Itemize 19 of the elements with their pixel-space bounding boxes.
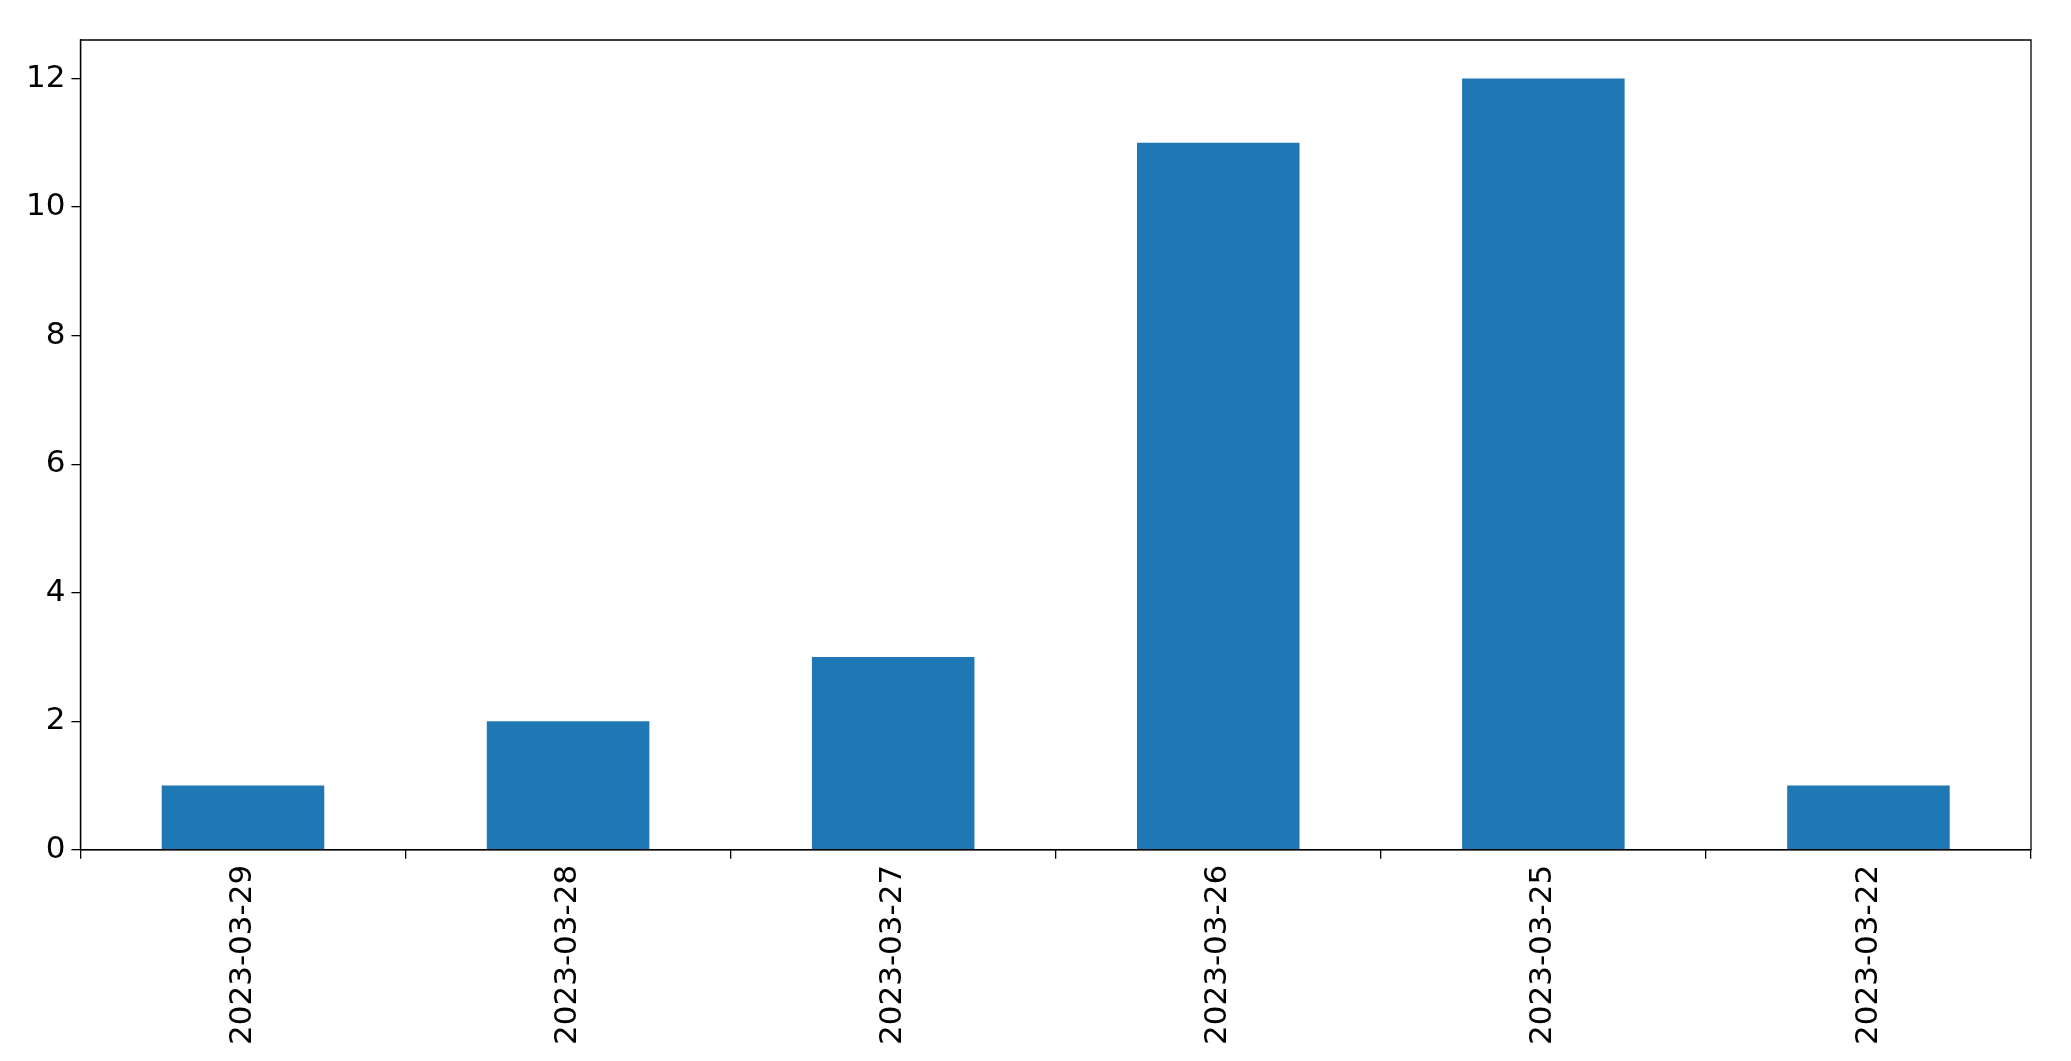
y-tick-label: 6	[45, 443, 66, 480]
bar	[161, 785, 325, 850]
bar	[486, 721, 650, 850]
bar	[1137, 142, 1300, 850]
y-tick-label: 8	[45, 314, 66, 351]
x-tick-label: 2023-03-27	[872, 864, 909, 1046]
y-tick-label: 10	[25, 186, 66, 223]
x-tick-label: 2023-03-26	[1197, 864, 1234, 1046]
bar	[811, 657, 975, 850]
y-tick-label: 2	[45, 700, 66, 737]
y-tick-label: 4	[45, 571, 66, 608]
x-tick-label: 2023-03-25	[1522, 864, 1559, 1046]
y-tick-label: 0	[45, 828, 66, 865]
y-tick-label: 12	[25, 57, 66, 94]
bar	[1462, 78, 1625, 850]
x-tick-label: 2023-03-28	[547, 864, 584, 1046]
x-tick-label: 2023-03-22	[1847, 864, 1884, 1046]
x-tick-label: 2023-03-29	[222, 864, 259, 1046]
bar	[1787, 785, 1950, 850]
